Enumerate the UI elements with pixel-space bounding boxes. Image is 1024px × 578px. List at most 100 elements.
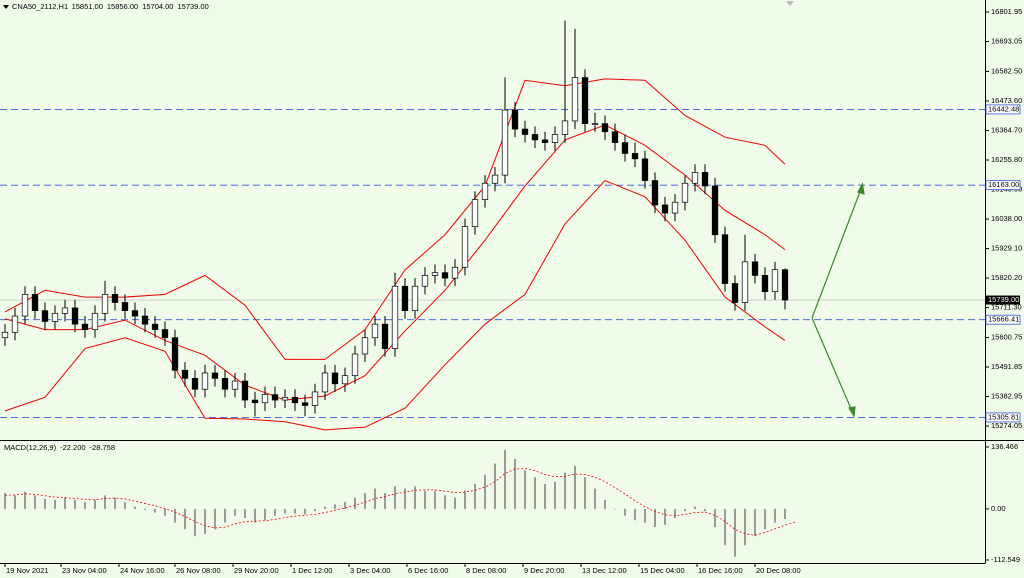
x-tick-label: 26 Nov 08:00	[176, 566, 221, 575]
macd-bar	[654, 508, 656, 528]
candle-body	[651, 180, 659, 206]
plot-area	[0, 20, 985, 557]
y-tick-label: 15274.05	[991, 421, 1022, 430]
level-label: 16163.00	[988, 180, 1019, 189]
macd-bar	[744, 508, 746, 546]
candle-body	[611, 131, 619, 143]
y-tick-label: 15929.10	[991, 244, 1022, 253]
macd-bar	[474, 483, 476, 509]
macd-bar	[694, 506, 696, 509]
candle-body	[681, 182, 689, 203]
y-tick-label: 16473.60	[991, 96, 1022, 105]
macd-bar	[784, 508, 786, 519]
candle-body	[721, 234, 729, 284]
indicator-header: MACD(12,26,9) -22.200 -28.758	[4, 443, 115, 452]
candle-body	[511, 109, 519, 130]
candle-body	[381, 323, 389, 349]
macd-bar	[724, 508, 726, 546]
macd-bar	[134, 506, 136, 509]
macd-bar	[364, 493, 366, 509]
macd-bar	[14, 495, 16, 509]
candle-body	[271, 394, 279, 401]
candle-body	[461, 226, 469, 268]
macd-bar	[24, 491, 26, 509]
level-label-box	[985, 314, 1021, 325]
candle-body	[11, 315, 19, 333]
macd-bar	[494, 463, 496, 509]
x-tick-label: 9 Dec 20:00	[524, 566, 564, 575]
macd-bar	[224, 508, 226, 523]
macd-bar	[334, 504, 336, 509]
macd-bar	[484, 474, 486, 509]
y-tick-label: 16693.05	[991, 36, 1022, 45]
y-tick-label: 16582.50	[991, 66, 1022, 75]
y-tick-label: 15382.95	[991, 392, 1022, 401]
macd-bar	[384, 493, 386, 509]
candle-body	[161, 329, 169, 339]
candle-body	[101, 294, 109, 314]
macd-bar	[204, 508, 206, 534]
macd-bar	[754, 508, 756, 537]
candle-body	[221, 378, 229, 390]
macd-bar	[464, 490, 466, 509]
chart-header: CNA50_2112,H1 15851.00 15856.00 15704.00 157…	[12, 2, 209, 11]
candle-body	[371, 323, 379, 339]
candle-body	[21, 294, 29, 317]
candle-body	[331, 372, 339, 385]
y-tick-label: 15820.20	[991, 273, 1022, 282]
macd-bar	[164, 508, 166, 516]
candle-body	[761, 275, 769, 293]
candle-body	[541, 139, 549, 143]
candle-body	[731, 283, 739, 303]
candle-body	[31, 294, 39, 311]
arrow-head	[857, 182, 865, 195]
candle-body	[1, 331, 9, 339]
candle-body	[181, 369, 189, 379]
candle-body	[321, 372, 329, 393]
macd-bar	[594, 488, 596, 509]
band-line	[4, 78, 786, 360]
macd-bar	[34, 495, 36, 509]
candle-body	[431, 272, 439, 276]
macd-bar	[234, 508, 236, 516]
y-tick-label: 15711.30	[991, 303, 1022, 312]
macd-bar	[114, 497, 116, 509]
level-label: 15305.81	[988, 412, 1019, 421]
candle-body	[501, 109, 509, 176]
x-tick-label: 8 Dec 08:00	[466, 566, 506, 575]
candle-body	[421, 275, 429, 287]
macd-bar	[44, 498, 46, 509]
macd-bar	[124, 502, 126, 509]
y-tick-label: 15600.75	[991, 333, 1022, 342]
macd-bar	[314, 508, 316, 512]
candle-body	[411, 285, 419, 311]
candle-body	[661, 204, 669, 214]
level-label: 15666.41	[988, 315, 1019, 324]
y-tick-label: 16255.80	[991, 155, 1022, 164]
candle-body	[691, 172, 699, 184]
candle-body	[531, 134, 539, 141]
current-price-label: 15739.00	[988, 295, 1019, 304]
macd-bar	[544, 483, 546, 509]
y-tick-label: 16364.70	[991, 125, 1022, 134]
macd-bar	[444, 495, 446, 509]
candle-body	[51, 312, 59, 322]
candle-body	[261, 394, 269, 404]
macd-bar	[174, 508, 176, 523]
y-tick-label: 16038.00	[991, 214, 1022, 223]
arrow-down	[811, 317, 853, 412]
macd-bar	[54, 499, 56, 509]
macd-bar	[584, 477, 586, 509]
candle-body	[401, 285, 409, 311]
macd-bar	[94, 499, 96, 509]
level-label-box	[985, 180, 1021, 191]
macd-bar	[144, 508, 146, 510]
candle-body	[341, 375, 349, 385]
candle-body	[581, 77, 589, 124]
indicator-name: MACD(12,26,9)	[4, 443, 57, 452]
candle-body	[471, 199, 479, 227]
macd-bar	[644, 508, 646, 523]
macd-bar	[684, 508, 686, 512]
candle-body	[281, 396, 289, 401]
macd-bar	[284, 508, 286, 514]
